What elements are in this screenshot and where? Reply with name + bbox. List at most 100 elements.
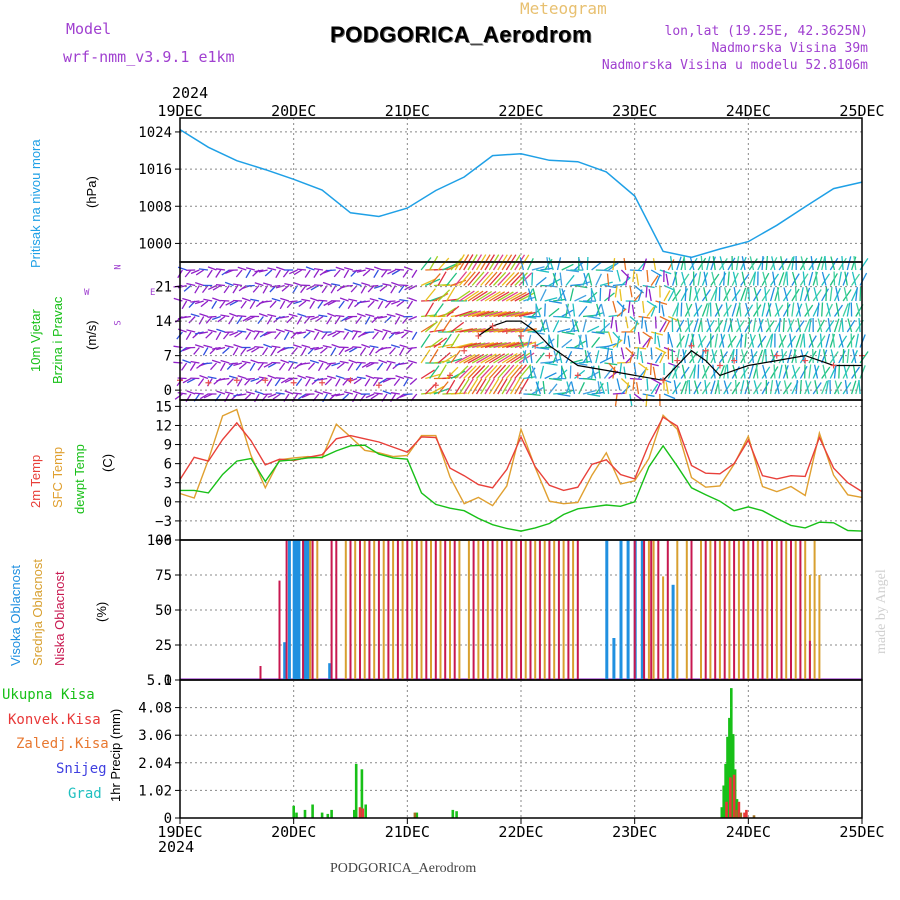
wind-barb — [625, 382, 630, 395]
clouds-ytick-label: 50 — [155, 603, 172, 619]
wind-ytick-label: 0 — [164, 383, 172, 399]
wind-barb — [249, 362, 256, 372]
wind-barb — [237, 393, 247, 397]
wind-barb — [671, 271, 678, 286]
cloud-mid-bar — [700, 540, 702, 680]
temp-ytick-label: −6 — [155, 533, 172, 549]
wind-barb — [454, 365, 469, 379]
wind-barb — [463, 365, 477, 379]
precip-total-bar — [364, 804, 367, 818]
wind-barb — [617, 361, 630, 364]
wind-barb — [667, 290, 675, 302]
wind-barb — [765, 334, 773, 348]
wind-barb — [199, 374, 209, 380]
wind-barb — [672, 289, 682, 302]
wind-barb — [497, 291, 514, 302]
wind-barb — [791, 273, 800, 286]
wind-barb — [369, 345, 379, 349]
wind-barb — [186, 377, 196, 384]
wind-barb — [829, 257, 839, 271]
wind-barb — [642, 258, 648, 271]
precip-frozen-bar — [734, 809, 738, 818]
wind-barb — [799, 257, 808, 271]
wind-barb — [342, 378, 350, 386]
wind-barb — [531, 341, 544, 349]
wind-barb — [693, 304, 703, 317]
wind-barb — [527, 393, 541, 397]
wind-barb — [778, 317, 781, 333]
wind-barb — [284, 377, 294, 383]
wind-barb — [284, 346, 294, 349]
wind-barb — [339, 297, 349, 302]
wind-barb — [193, 347, 200, 355]
wind-barb — [762, 364, 767, 379]
wind-barb — [625, 273, 629, 286]
wind-barb — [373, 392, 383, 395]
wind-barb — [684, 286, 687, 302]
wind-barb — [266, 378, 273, 387]
wind-barb — [591, 261, 603, 271]
wind-barb — [591, 391, 605, 395]
wind-barb — [616, 378, 621, 391]
wind-barb — [778, 272, 785, 286]
wind-barb — [634, 346, 647, 350]
wind-barb — [782, 317, 785, 333]
wind-barb — [279, 300, 286, 310]
wind-barb — [734, 379, 738, 395]
wind-barb — [207, 266, 217, 271]
wind-barb — [587, 272, 593, 286]
wind-barb — [646, 335, 652, 348]
wind-barb — [475, 378, 487, 395]
precip-total-bar — [311, 804, 314, 818]
wind-barb — [603, 367, 613, 379]
wind-barb — [336, 362, 345, 370]
year-top: 2024 — [172, 84, 209, 102]
wind-barb — [821, 273, 831, 286]
wind-barb — [362, 269, 371, 277]
wind-barb — [280, 297, 290, 302]
wind-barb — [258, 312, 268, 318]
wind-barb — [510, 311, 529, 318]
wind-barb — [288, 313, 298, 318]
wind-barb — [292, 331, 302, 335]
wind-barb — [552, 272, 557, 286]
wind-barb — [450, 333, 460, 348]
wind-barb — [614, 285, 618, 298]
wind-barb — [454, 354, 472, 364]
wind-barb — [266, 316, 273, 325]
wind-barb — [352, 282, 362, 287]
wind-barb — [821, 380, 828, 395]
cloud-high-bar — [306, 540, 310, 680]
wind-barb — [275, 269, 281, 279]
wind-barb — [237, 315, 247, 318]
cloud-low-bar — [529, 540, 532, 680]
wind-barb — [623, 366, 627, 379]
wind-gust-mark — [475, 332, 482, 339]
legend-hail: Grad — [68, 786, 102, 802]
wind-barb — [697, 335, 707, 348]
wind-barb — [242, 315, 251, 322]
wind-barb — [340, 315, 349, 322]
wind-barb — [514, 364, 527, 379]
wind-barb — [365, 374, 375, 380]
wind-barb — [467, 310, 486, 318]
wind-barb — [395, 312, 405, 318]
wind-ytick-label: 21 — [155, 280, 172, 296]
wind-barb — [612, 331, 622, 342]
wind-barb — [224, 281, 234, 287]
wind-barb — [356, 361, 366, 364]
wind-barb — [604, 362, 618, 366]
wind-barb — [293, 269, 303, 276]
wind-barb — [480, 310, 499, 318]
wind-barb — [706, 302, 710, 317]
wind-barb — [489, 328, 508, 333]
wind-barb — [667, 259, 675, 271]
wind-barb — [446, 357, 463, 364]
cloud-mid-bar — [439, 540, 442, 680]
wind-barb — [216, 268, 226, 271]
wind-barb — [676, 319, 685, 333]
wind-barb — [480, 364, 494, 379]
wind-barb — [353, 377, 362, 385]
wind-barb — [682, 349, 686, 364]
wind-barb — [829, 333, 836, 348]
